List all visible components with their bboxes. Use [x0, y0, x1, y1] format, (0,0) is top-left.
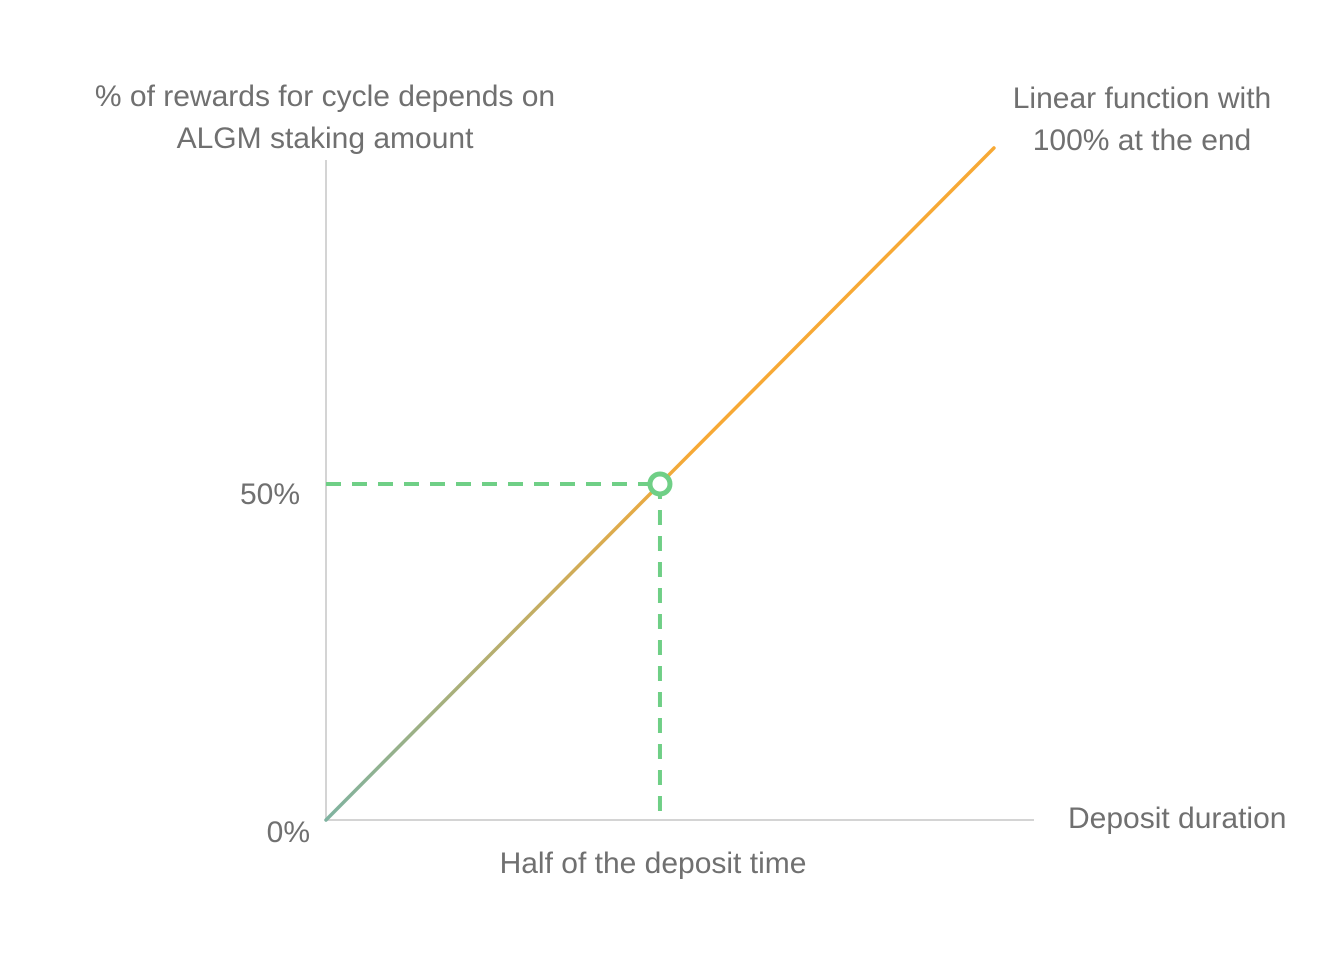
highlight-point-marker	[647, 471, 673, 497]
line-annotation-line-2: 100% at the end	[1032, 124, 1252, 157]
x-marker-annotation: Half of the deposit time	[499, 847, 807, 880]
y-tick-label-0: 0%	[266, 816, 310, 849]
x-axis-title: Deposit duration	[1068, 802, 1287, 835]
y-axis-title: % of rewards for cycle depends on ALGM s…	[30, 76, 620, 160]
line-annotation: Linear function with 100% at the end	[960, 78, 1324, 162]
line-annotation-line-1: Linear function with	[1012, 82, 1272, 115]
y-axis-title-line-2: ALGM staking amount	[176, 122, 474, 155]
y-tick-label-50: 50%	[239, 478, 300, 511]
y-axis-title-line-1: % of rewards for cycle depends on	[94, 80, 556, 113]
